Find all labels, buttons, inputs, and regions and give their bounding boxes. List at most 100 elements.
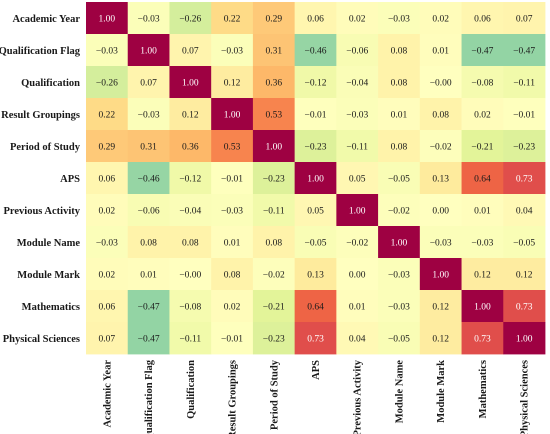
heatmap-cell-label: −0.03 (388, 271, 410, 281)
column-label-qualification-flag: Qualification Flag (144, 359, 155, 434)
heatmap-cell-label: −0.03 (96, 47, 118, 57)
heatmap-cell-label: −0.23 (263, 335, 285, 345)
column-label-aps: APS (311, 360, 322, 380)
heatmap-cell-label: −0.03 (221, 47, 243, 57)
row-labels: Academic Year Qualification Flag Qualifica… (0, 14, 81, 345)
heatmap-cell-aps-previous-activity (336, 162, 379, 195)
heatmap-cell-label: 0.64 (307, 303, 324, 313)
heatmap-cell-label: 0.01 (140, 271, 157, 281)
heatmap-cell-physical-sciences-qualification (169, 322, 212, 355)
heatmap-cell-label: −0.06 (346, 47, 368, 57)
heatmap-cell-label: 1.00 (182, 79, 199, 89)
heatmap-cell-label: 0.29 (265, 15, 282, 25)
heatmap-cell-label: 0.73 (474, 335, 491, 345)
heatmap-cell-physical-sciences-qualification-flag (127, 322, 170, 355)
heatmap-cell-label: 0.07 (140, 79, 157, 89)
row-label-module-mark: Module Mark (17, 270, 80, 281)
heatmap-cell-mathematics-module-mark (419, 290, 462, 323)
heatmap-cell-module-name-qualification (169, 226, 212, 259)
heatmap-cell-label: 0.02 (99, 207, 116, 217)
heatmap-cell-label: 0.01 (349, 303, 366, 313)
heatmap-cell-label: 0.08 (432, 111, 449, 121)
heatmap-cell-qualification-result-groupings (211, 66, 254, 99)
heatmap-cell-label: −0.12 (179, 175, 201, 185)
heatmap-cell-qualification-flag-result-groupings (211, 34, 254, 67)
row-label-period-of-study: Period of Study (10, 142, 81, 153)
heatmap-cell-aps-qualification (169, 162, 212, 195)
heatmap-cell-period-of-study-module-name (378, 130, 421, 163)
heatmap-cell-label: −0.47 (471, 47, 493, 57)
heatmap-cell-label: 0.02 (349, 15, 366, 25)
heatmap-cell-label: −0.03 (388, 15, 410, 25)
heatmap-cell-mathematics-physical-sciences (503, 290, 546, 323)
heatmap-cell-qualification-qualification (169, 66, 212, 99)
heatmap-cell-label: −0.47 (138, 335, 160, 345)
heatmap-cell-module-mark-mathematics (461, 258, 504, 291)
heatmap-cell-label: 0.06 (99, 303, 116, 313)
heatmap-cell-academic-year-previous-activity (336, 2, 379, 35)
heatmap-cell-previous-activity-aps (294, 194, 337, 227)
heatmap-cell-label: −0.47 (513, 47, 535, 57)
heatmap-cell-label: −0.26 (179, 15, 201, 25)
heatmap-cell-qualification-physical-sciences (503, 66, 546, 99)
heatmap-cell-label: −0.08 (179, 303, 201, 313)
column-label-mathematics: Mathematics (478, 360, 489, 418)
heatmap-cell-label: 0.04 (516, 207, 533, 217)
column-label-result-groupings: Result Groupings (228, 360, 239, 434)
heatmap-cell-module-name-physical-sciences (503, 226, 546, 259)
heatmap-cell-physical-sciences-mathematics (461, 322, 504, 355)
heatmap-cell-mathematics-result-groupings (211, 290, 254, 323)
heatmap-cell-period-of-study-academic-year (86, 130, 129, 163)
heatmap-cell-label: −0.05 (388, 175, 410, 185)
heatmap-cell-label: 1.00 (265, 143, 282, 153)
heatmap-cell-academic-year-result-groupings (211, 2, 254, 35)
heatmap-cell-qualification-flag-qualification-flag (127, 34, 170, 67)
heatmap-cell-label: −0.21 (471, 143, 493, 153)
heatmap-cell-academic-year-aps (294, 2, 337, 35)
heatmap-cell-period-of-study-result-groupings (211, 130, 254, 163)
heatmap-cell-qualification-flag-module-name (378, 34, 421, 67)
heatmap-cell-qualification-flag-physical-sciences (503, 34, 546, 67)
heatmap-cell-module-mark-module-name (378, 258, 421, 291)
heatmap-cell-label: 0.22 (99, 111, 116, 121)
heatmap-cell-label: 1.00 (349, 207, 366, 217)
heatmap-cell-label: −0.11 (346, 143, 368, 153)
heatmap-cell-label: 0.12 (224, 79, 241, 89)
heatmap-cell-previous-activity-physical-sciences (503, 194, 546, 227)
heatmap-cell-qualification-academic-year (86, 66, 129, 99)
column-label-physical-sciences: Physical Sciences (520, 360, 531, 434)
heatmap-cell-module-mark-module-mark (419, 258, 462, 291)
heatmap-cell-qualification-flag-module-mark (419, 34, 462, 67)
heatmap-cell-period-of-study-physical-sciences (503, 130, 546, 163)
heatmap-cell-label: −0.11 (513, 79, 535, 89)
heatmap-cell-result-groupings-previous-activity (336, 98, 379, 131)
column-label-period-of-study: Period of Study (269, 359, 280, 430)
heatmap-cell-physical-sciences-previous-activity (336, 322, 379, 355)
heatmap-cell-label: 0.08 (224, 271, 241, 281)
heatmap-cell-label: 0.36 (182, 143, 199, 153)
heatmap-cell-qualification-flag-qualification (169, 34, 212, 67)
heatmap-cell-qualification-aps (294, 66, 337, 99)
heatmap-cell-module-name-aps (294, 226, 337, 259)
heatmap-cell-label: 0.31 (265, 47, 282, 57)
heatmap-cell-module-mark-qualification-flag (127, 258, 170, 291)
heatmap-cell-label: 0.73 (516, 303, 533, 313)
heatmap-cell-label: 0.53 (265, 111, 282, 121)
heatmap-cells: 1.00 −0.03 −0.26 0.22 0.29 0.06 0.02 −0.03 0.02 0… (86, 2, 546, 355)
heatmap-cell-label: 0.08 (391, 143, 408, 153)
heatmap-cell-academic-year-physical-sciences (503, 2, 546, 35)
heatmap-cell-label: −0.03 (388, 303, 410, 313)
heatmap-cell-module-name-qualification-flag (127, 226, 170, 259)
heatmap-cell-aps-aps (294, 162, 337, 195)
heatmap-cell-label: 1.00 (516, 335, 533, 345)
heatmap-cell-qualification-flag-aps (294, 34, 337, 67)
heatmap-cell-previous-activity-result-groupings (211, 194, 254, 227)
heatmap-cell-physical-sciences-result-groupings (211, 322, 254, 355)
column-labels: Academic Year Qualification Flag Qualifica… (102, 359, 530, 434)
heatmap-cell-result-groupings-module-mark (419, 98, 462, 131)
heatmap-cell-result-groupings-academic-year (86, 98, 129, 131)
heatmap-cell-label: 0.53 (224, 143, 241, 153)
heatmap-cell-period-of-study-previous-activity (336, 130, 379, 163)
heatmap-cell-label: 0.06 (474, 15, 491, 25)
heatmap-cell-label: 0.02 (474, 111, 491, 121)
